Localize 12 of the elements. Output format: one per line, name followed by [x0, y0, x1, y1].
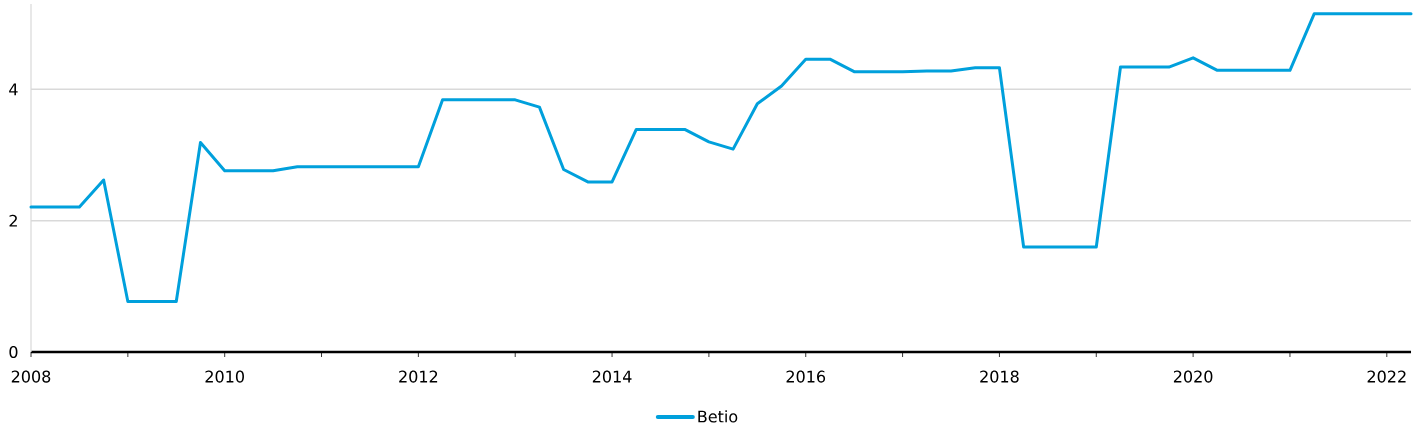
x-tick-label: 2020 [1173, 370, 1213, 383]
legend-label: Betio [698, 410, 738, 423]
y-tick-label: 2 [9, 214, 17, 227]
x-tick-label: 2022 [1367, 370, 1406, 383]
x-tick-label: 2018 [980, 370, 1019, 383]
y-tick-label: 4 [9, 83, 18, 96]
x-tick-label: 2008 [11, 370, 51, 383]
x-tick-label: 2014 [592, 370, 632, 383]
x-tick-label: 2012 [399, 370, 438, 383]
x-tick-label: 2016 [786, 370, 826, 383]
x-tick-label: 2010 [205, 370, 244, 383]
y-tick-label: 0 [9, 345, 18, 359]
